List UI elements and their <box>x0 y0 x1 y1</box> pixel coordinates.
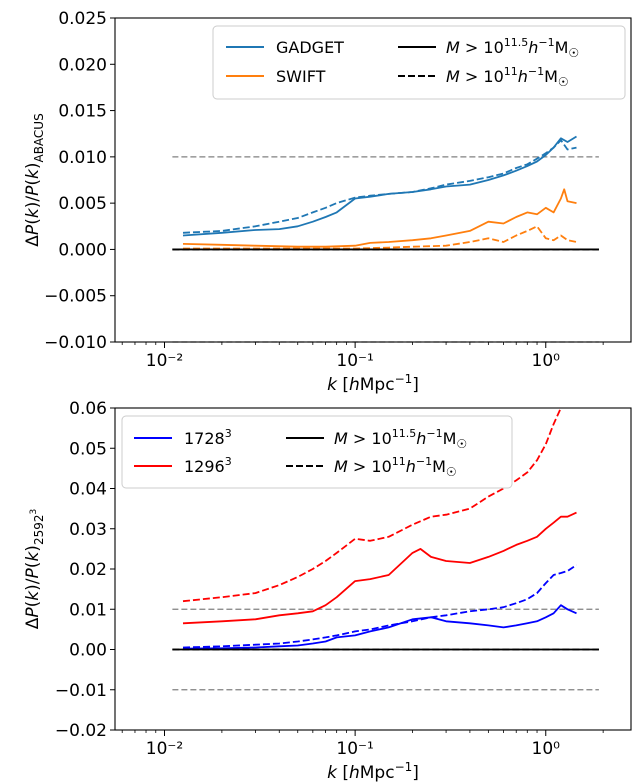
legend-label-m-11-5-b: M > 1011.5h−1M☉ <box>334 427 467 451</box>
bottom-series-group <box>172 408 599 651</box>
series-line-gadget-solid <box>182 135 577 237</box>
legend-label-gadget: GADGET <box>276 38 344 57</box>
bottom-reference-lines <box>172 608 599 691</box>
y-tick-label: 0.04 <box>69 480 107 500</box>
bottom-legend-box <box>121 415 513 489</box>
series-line-1728-dashed <box>182 564 577 649</box>
series-line-1296-solid <box>182 511 577 625</box>
x-tick-label: 10⁻¹ <box>336 739 373 759</box>
x-tick-label: 10⁻² <box>146 351 183 371</box>
legend-label-m-11-b: M > 1011h−1M☉ <box>334 455 457 479</box>
bottom-x-axis-label: k [hMpc−1] <box>327 760 419 783</box>
y-tick-label: −0.005 <box>44 287 107 307</box>
bottom-y-ticks: −0.02 −0.01 0.00 0.01 0.02 0.03 0.04 0.05 0.06 <box>55 399 115 741</box>
top-legend-box <box>212 25 626 100</box>
y-tick-label: 0.000 <box>58 240 107 260</box>
top-x-ticks: 10⁻² 10⁻¹ 10⁰ <box>121 342 604 371</box>
y-tick-label: 0.005 <box>58 194 107 214</box>
series-line-gadget-dashed <box>182 139 577 234</box>
series-line-swift-solid <box>182 188 577 248</box>
y-tick-label: 0.03 <box>69 520 107 540</box>
legend-label-1296: 12963 <box>184 455 232 476</box>
y-tick-label: 0.015 <box>58 102 107 122</box>
top-chart-panel: −0.010 −0.005 0.000 0.005 0.010 0.015 0.020 0.0… <box>23 9 632 395</box>
y-tick-label: 0.025 <box>58 9 107 29</box>
y-tick-label: −0.010 <box>44 333 107 353</box>
series-line-1728-solid <box>182 604 577 650</box>
top-plot-frame <box>114 17 632 343</box>
x-tick-label: 10⁰ <box>532 739 561 759</box>
y-tick-label: 0.06 <box>69 399 107 419</box>
top-y-axis-label: ΔP(k)/P(k)ABACUS <box>23 113 46 246</box>
top-x-axis-label: k [hMpc−1] <box>327 372 419 395</box>
bottom-legend: 17283 12963 M > 1011.5h−1M☉ M > 1011h−1M… <box>121 415 513 489</box>
y-tick-label: 0.00 <box>69 641 107 661</box>
y-tick-label: −0.02 <box>55 721 107 741</box>
x-tick-label: 10⁰ <box>532 351 561 371</box>
y-tick-label: 0.05 <box>69 439 107 459</box>
top-y-ticks: −0.010 −0.005 0.000 0.005 0.010 0.015 0.020 0.0… <box>44 9 115 353</box>
y-tick-label: 0.010 <box>58 148 107 168</box>
y-tick-label: 0.020 <box>58 55 107 75</box>
y-tick-label: 0.02 <box>69 560 107 580</box>
x-tick-label: 10⁻¹ <box>336 351 373 371</box>
legend-label-m-11: M > 1011h−1M☉ <box>446 65 569 89</box>
bottom-x-ticks: 10⁻² 10⁻¹ 10⁰ <box>121 730 604 759</box>
legend-label-swift: SWIFT <box>276 67 326 86</box>
legend-label-1728: 17283 <box>184 427 232 448</box>
series-line-swift-dashed <box>183 225 577 250</box>
y-tick-label: 0.01 <box>69 600 107 620</box>
bottom-chart-panel: −0.02 −0.01 0.00 0.01 0.02 0.03 0.04 0.05 0.06 1… <box>23 399 632 783</box>
top-legend: GADGET SWIFT M > 1011.5h−1M☉ M > 1011h−1… <box>212 25 626 100</box>
bottom-y-axis-label: ΔP(k)/P(k)25923 <box>23 509 46 629</box>
legend-label-m-11-5: M > 1011.5h−1M☉ <box>446 36 579 60</box>
top-series-group <box>172 135 599 251</box>
y-tick-label: −0.01 <box>55 681 107 701</box>
x-tick-label: 10⁻² <box>146 739 183 759</box>
